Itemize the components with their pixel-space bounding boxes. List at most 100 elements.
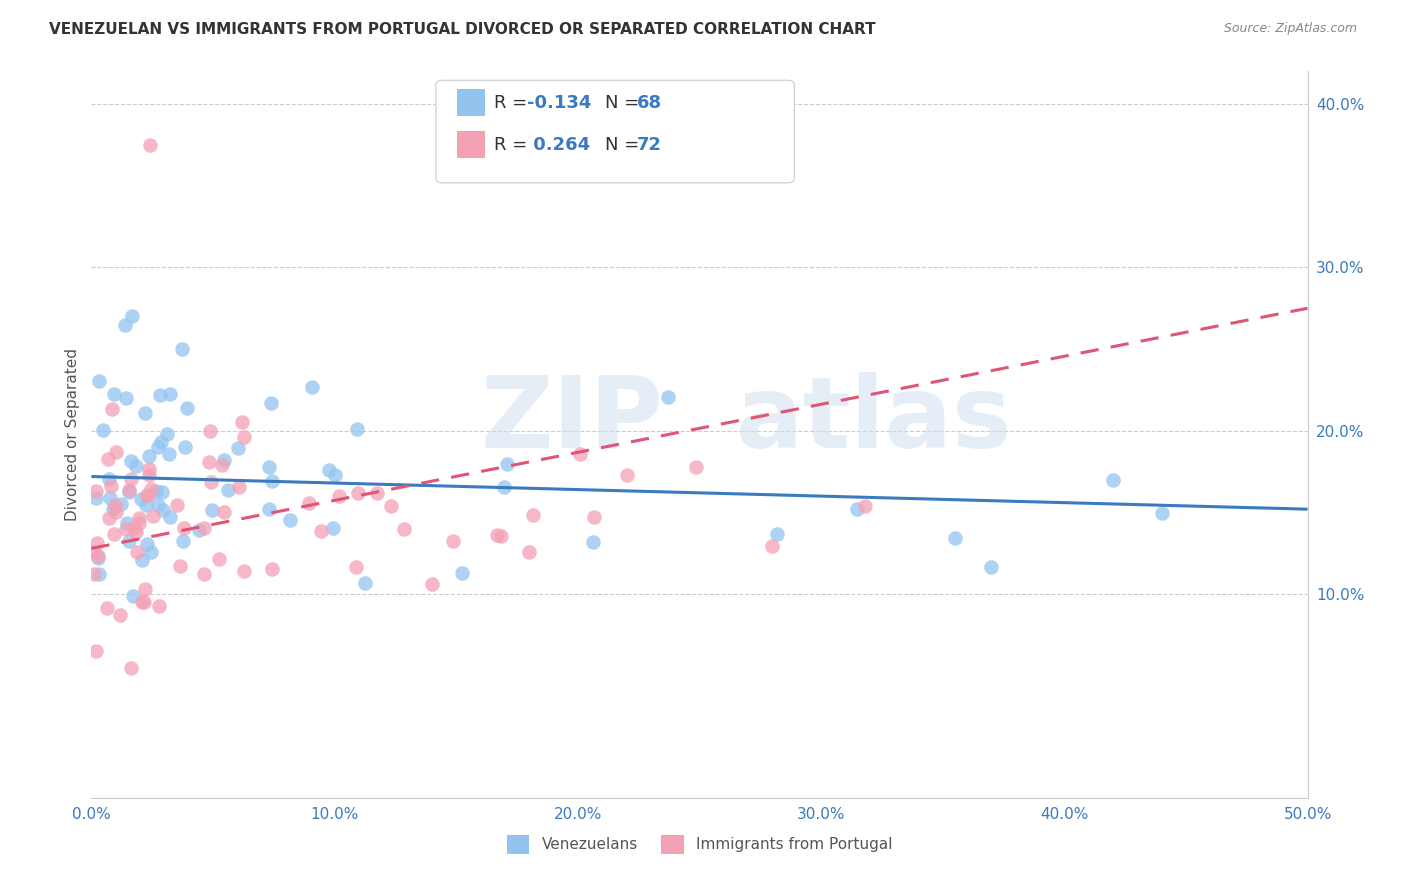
- Text: R =: R =: [494, 94, 533, 112]
- Point: [853, 499, 876, 513]
- Text: ZIP: ZIP: [479, 372, 664, 469]
- Point: [214, 505, 236, 519]
- Point: [148, 388, 170, 402]
- Point: [392, 522, 415, 536]
- Point: [451, 566, 474, 581]
- Point: [83, 566, 105, 581]
- Point: [980, 560, 1002, 574]
- Point: [169, 558, 191, 573]
- Point: [176, 401, 198, 416]
- Point: [139, 483, 162, 497]
- Point: [138, 462, 160, 476]
- Point: [328, 489, 350, 503]
- Point: [159, 509, 181, 524]
- Point: [87, 550, 110, 565]
- Point: [260, 475, 283, 489]
- Point: [172, 534, 194, 549]
- Point: [322, 521, 344, 535]
- Point: [98, 491, 121, 505]
- Point: [174, 440, 197, 454]
- Point: [323, 467, 346, 482]
- Point: [380, 499, 402, 513]
- Point: [496, 457, 519, 471]
- Point: [208, 552, 231, 566]
- Point: [115, 522, 138, 536]
- Point: [91, 424, 114, 438]
- Point: [761, 539, 783, 553]
- Point: [943, 531, 966, 545]
- Point: [522, 508, 544, 523]
- Point: [110, 498, 132, 512]
- Point: [354, 575, 377, 590]
- Point: [121, 589, 143, 603]
- Text: 0.264: 0.264: [527, 136, 591, 153]
- Point: [517, 545, 540, 559]
- Point: [132, 595, 155, 609]
- Y-axis label: Divorced or Separated: Divorced or Separated: [65, 349, 80, 521]
- Point: [492, 481, 515, 495]
- Point: [115, 516, 138, 530]
- Point: [188, 523, 211, 537]
- Point: [280, 513, 302, 527]
- Point: [103, 526, 125, 541]
- Point: [101, 402, 124, 417]
- Point: [146, 440, 169, 454]
- Point: [138, 488, 160, 502]
- Point: [193, 521, 215, 535]
- Text: VENEZUELAN VS IMMIGRANTS FROM PORTUGAL DIVORCED OR SEPARATED CORRELATION CHART: VENEZUELAN VS IMMIGRANTS FROM PORTUGAL D…: [49, 22, 876, 37]
- Point: [110, 608, 132, 623]
- Text: 72: 72: [637, 136, 662, 153]
- Point: [228, 480, 250, 494]
- Point: [845, 502, 868, 516]
- Point: [142, 509, 165, 524]
- Point: [127, 545, 149, 559]
- Point: [138, 467, 160, 482]
- Point: [114, 391, 136, 405]
- Point: [166, 498, 188, 512]
- Point: [97, 472, 120, 486]
- Point: [232, 564, 254, 578]
- Point: [173, 521, 195, 535]
- Point: [103, 386, 125, 401]
- Point: [211, 458, 233, 472]
- Point: [170, 342, 193, 356]
- Point: [89, 566, 111, 581]
- Point: [84, 483, 107, 498]
- Point: [122, 521, 145, 535]
- Point: [138, 449, 160, 463]
- Point: [118, 485, 141, 500]
- Point: [146, 498, 169, 512]
- Point: [125, 459, 148, 474]
- Text: -0.134: -0.134: [527, 94, 592, 112]
- Point: [318, 463, 340, 477]
- Point: [212, 452, 235, 467]
- Point: [134, 582, 156, 596]
- Legend: Venezuelans, Immigrants from Portugal: Venezuelans, Immigrants from Portugal: [501, 829, 898, 860]
- Point: [1102, 473, 1125, 487]
- Point: [159, 386, 181, 401]
- Point: [685, 460, 707, 475]
- Point: [657, 390, 679, 404]
- Point: [139, 544, 162, 558]
- Point: [582, 534, 605, 549]
- Point: [125, 524, 148, 539]
- Point: [100, 479, 122, 493]
- Point: [134, 406, 156, 420]
- Point: [200, 475, 222, 489]
- Point: [104, 505, 127, 519]
- Text: N =: N =: [605, 94, 644, 112]
- Point: [86, 535, 108, 549]
- Point: [257, 459, 280, 474]
- Point: [260, 396, 283, 410]
- Point: [129, 491, 152, 506]
- Point: [197, 455, 219, 469]
- Point: [120, 472, 142, 486]
- Point: [121, 310, 143, 324]
- Point: [148, 599, 170, 613]
- Point: [128, 516, 150, 531]
- Point: [420, 577, 443, 591]
- Point: [83, 545, 105, 559]
- Text: atlas: atlas: [735, 372, 1012, 469]
- Point: [97, 511, 120, 525]
- Point: [260, 562, 283, 576]
